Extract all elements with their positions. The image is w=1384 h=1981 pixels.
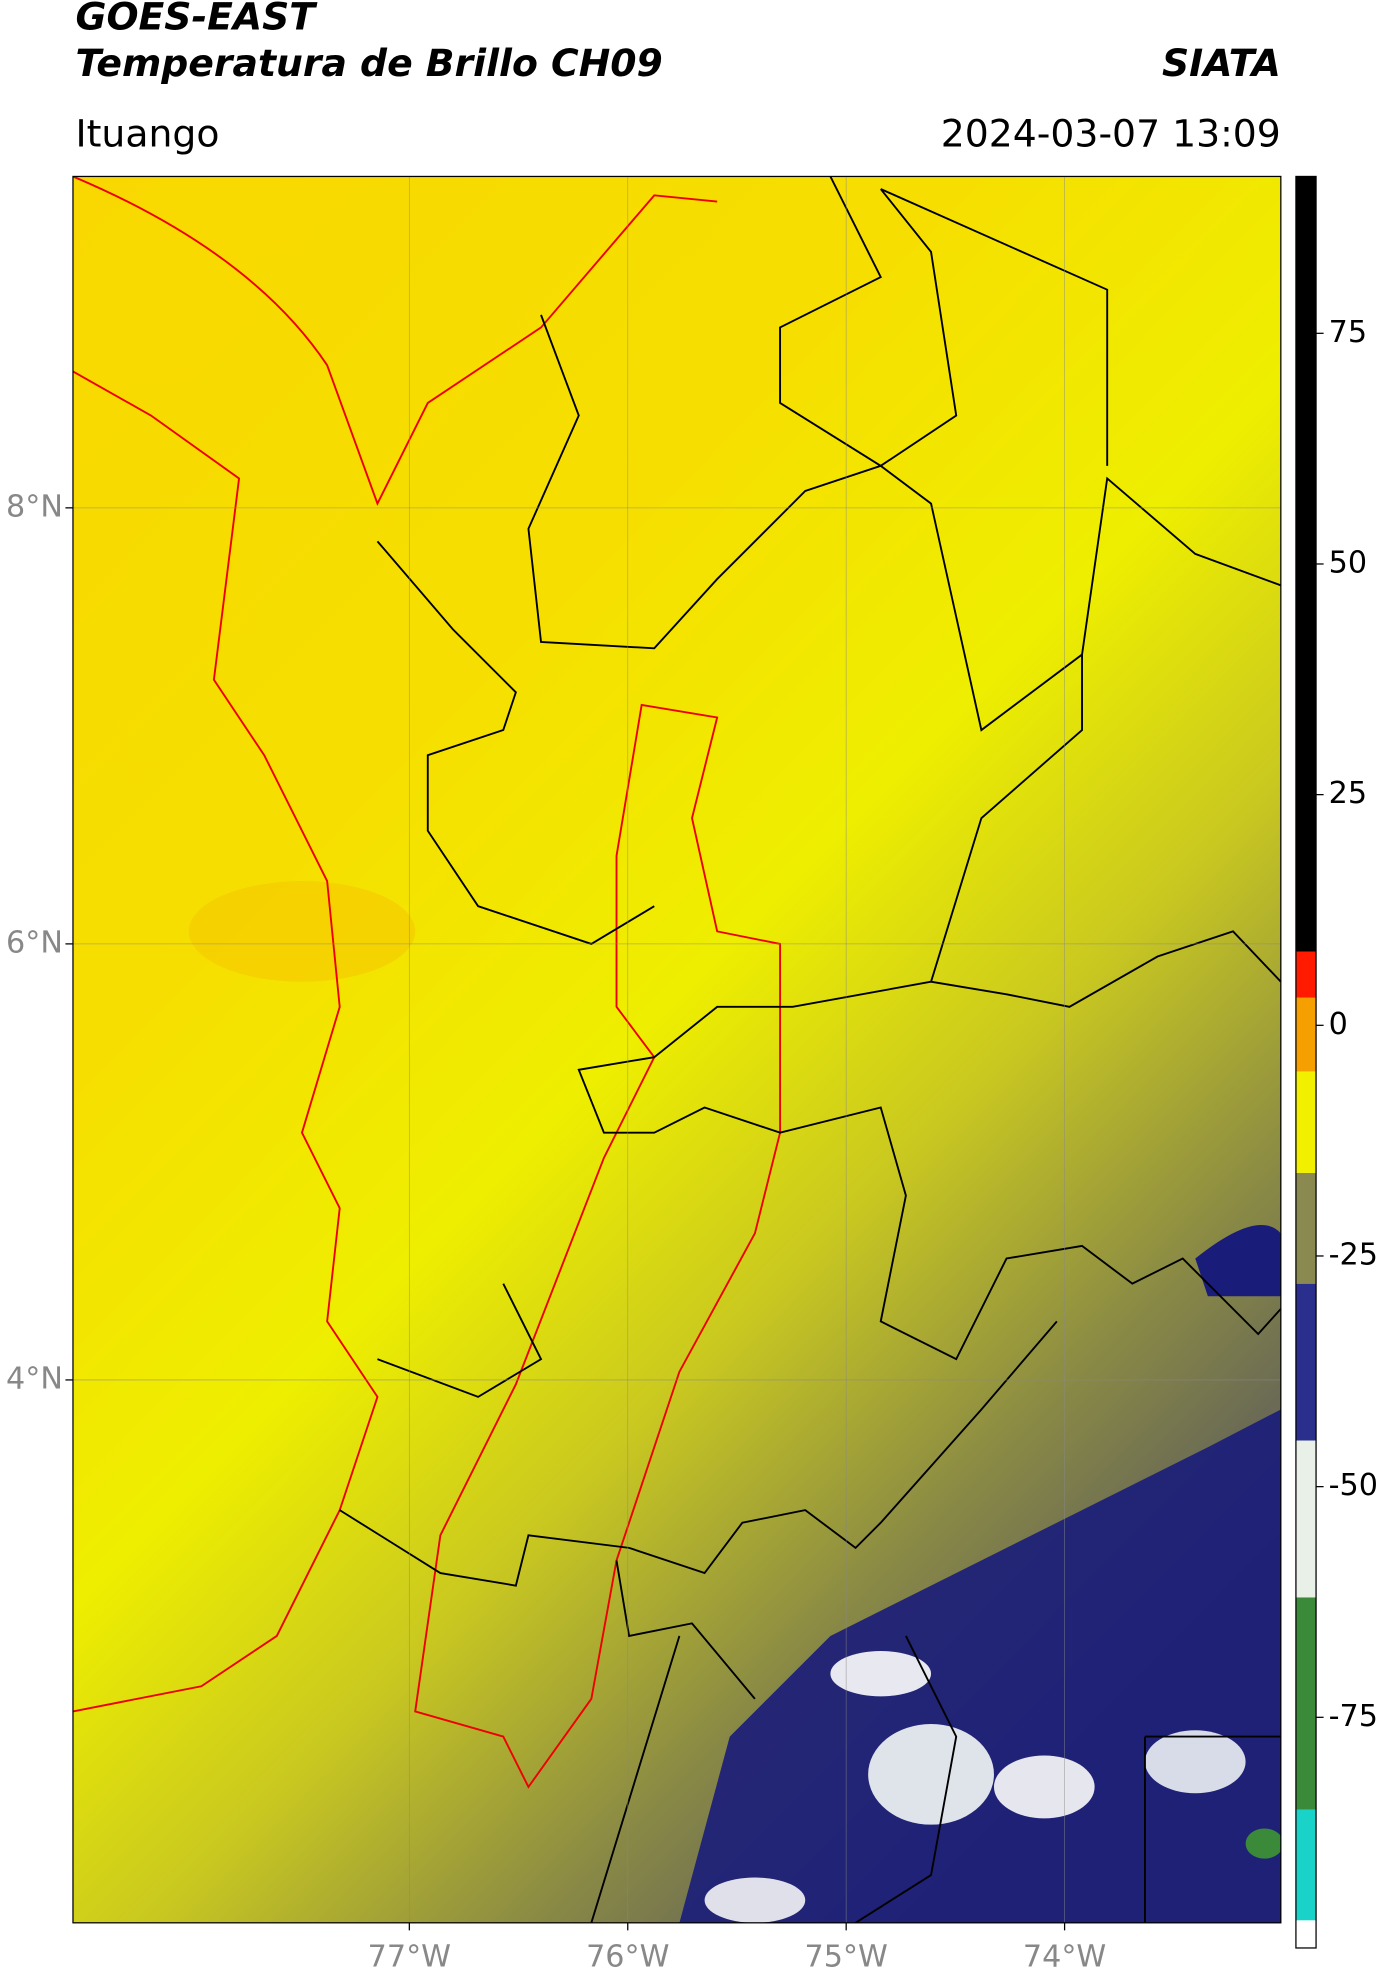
colorbar-band [1295, 1809, 1317, 1921]
cloud-top [993, 1755, 1095, 1819]
colorbar-tick-label: 50 [1329, 545, 1367, 580]
admin-boundary [339, 314, 1281, 1923]
subtitle: Temperatura de Brillo CH09 [75, 41, 662, 85]
colorbar-frame [1295, 175, 1317, 1949]
colorbar-tick-label: -25 [1329, 1237, 1378, 1272]
cloud-top [1245, 1828, 1281, 1859]
y-tick-label: 4°N [6, 1361, 63, 1396]
colorbar-tick-label: 0 [1329, 1007, 1348, 1042]
colorbar-band [1295, 1920, 1317, 1948]
map-frame [72, 175, 1282, 1924]
admin-boundary [779, 176, 1109, 467]
cloud-top [704, 1877, 806, 1923]
y-tick-label: 8°N [6, 489, 63, 524]
colorbar-tick-label: 25 [1329, 776, 1367, 811]
x-tick-label: 75°W [804, 1940, 887, 1975]
coastline [72, 176, 718, 506]
x-tick-label: 74°W [1023, 1940, 1106, 1975]
cloud-top [868, 1724, 994, 1825]
colorbar-tick-label: -50 [1329, 1468, 1378, 1503]
basin-boundary [414, 703, 782, 1789]
colorbar-band [1295, 1597, 1317, 1810]
datetime: 2024-03-07 13:09 [941, 112, 1281, 156]
coastline [72, 370, 379, 1713]
cold-cloud [679, 1409, 1281, 1923]
colorbar-band [1295, 1440, 1317, 1598]
x-tick-label: 77°W [368, 1940, 451, 1975]
colorbar-band [1295, 951, 1317, 998]
colorbar-band [1295, 1071, 1317, 1173]
x-tick-label: 76°W [586, 1940, 669, 1975]
graticule: 77°W 76°W 75°W 74°W 4°N 6°N 8°N [6, 176, 1281, 1975]
colorbar-band [1295, 1283, 1317, 1441]
source: SIATA [1162, 41, 1281, 85]
cloud-top [1144, 1730, 1246, 1794]
colorbar-band [1295, 997, 1317, 1072]
map-image [72, 176, 1281, 1923]
colorbar: -75 -50 -25 0 25 50 75 [1295, 175, 1378, 1949]
location: Ituango [75, 112, 219, 156]
y-tick-label: 6°N [6, 925, 63, 960]
colorbar-tick-label: 75 [1329, 315, 1367, 350]
colorbar-tick-label: -75 [1329, 1699, 1378, 1734]
cloud-top [830, 1651, 932, 1697]
colorbar-band [1295, 1172, 1317, 1284]
title: GOES-EAST [75, 0, 318, 39]
colorbar-band [1295, 176, 1317, 952]
cold-cloud [1195, 1225, 1281, 1297]
warm-area [188, 881, 416, 982]
